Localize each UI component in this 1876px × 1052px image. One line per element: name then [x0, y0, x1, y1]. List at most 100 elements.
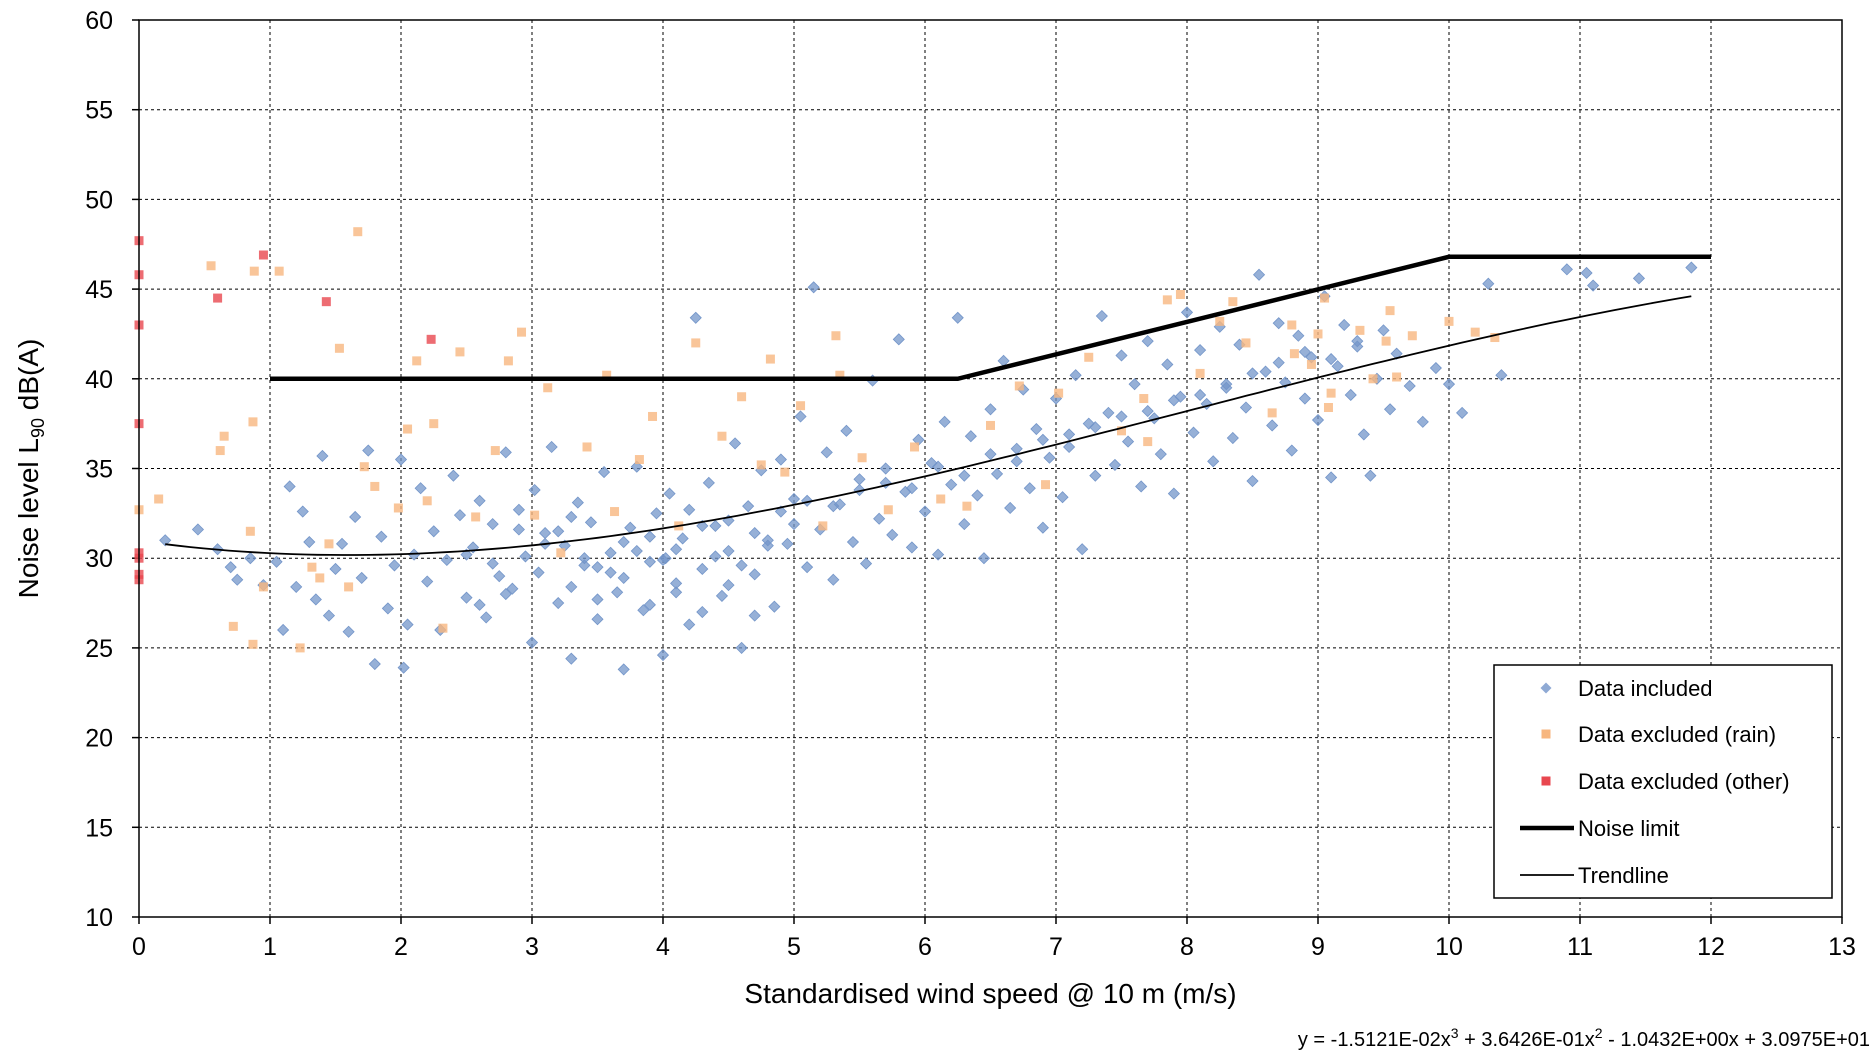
data-point: [1246, 367, 1259, 380]
data-point: [735, 559, 748, 572]
data-point: [820, 446, 833, 459]
data-point: [951, 311, 964, 324]
x-tick-label: 5: [787, 933, 801, 961]
x-tick-label: 9: [1311, 933, 1325, 961]
data-point: [1207, 455, 1220, 468]
data-point: [873, 512, 886, 525]
y-axis-ticks: 10 15 20 25 30 35 40 45 50 55 60: [85, 7, 139, 932]
data-point: [506, 582, 519, 595]
data-point: [604, 566, 617, 579]
data-point: [1187, 426, 1200, 439]
data-point: [499, 446, 512, 459]
data-point: [748, 609, 761, 622]
data-point: [1194, 344, 1207, 357]
data-point: [610, 507, 620, 517]
data-point: [1287, 320, 1297, 330]
data-point: [818, 521, 828, 531]
data-point: [329, 562, 342, 576]
data-point: [945, 478, 958, 491]
data-point: [1141, 405, 1154, 418]
data-point: [1392, 372, 1402, 382]
data-point: [886, 528, 899, 541]
data-point: [473, 598, 486, 611]
data-point: [883, 505, 893, 515]
data-point: [1292, 329, 1305, 342]
data-point: [525, 636, 539, 649]
data-point: [936, 494, 946, 504]
data-point: [1036, 521, 1049, 534]
data-point: [355, 571, 368, 584]
data-point: [1141, 335, 1154, 348]
data-point: [512, 523, 525, 536]
data-point: [1364, 469, 1377, 482]
data-point: [1685, 261, 1698, 274]
data-point: [1241, 338, 1251, 348]
data-point: [1143, 437, 1153, 447]
data-point: [517, 327, 527, 337]
data-point: [1095, 309, 1108, 323]
data-point: [1180, 306, 1194, 319]
y-tick-label: 10: [85, 904, 113, 932]
x-axis-title: Standardised wind speed @ 10 m (m/s): [744, 978, 1236, 1009]
x-tick-label: 11: [1567, 933, 1593, 961]
data-point: [1470, 327, 1480, 337]
data-point: [1194, 388, 1207, 402]
data-point: [591, 613, 604, 626]
legend-item-data-excluded-rain: Data excluded (rain): [1541, 722, 1776, 747]
data-point: [1580, 266, 1593, 280]
data-point: [735, 641, 748, 654]
data-point: [624, 521, 637, 534]
data-point: [643, 555, 656, 568]
data-point: [1320, 293, 1330, 303]
data-point: [932, 548, 945, 561]
data-point: [349, 510, 362, 524]
data-point: [1014, 381, 1024, 391]
data-point: [1381, 336, 1391, 346]
x-tick-label: 0: [132, 933, 146, 961]
data-point: [528, 483, 541, 497]
data-point: [1325, 353, 1338, 366]
data-point: [1490, 333, 1500, 343]
data-point: [1167, 394, 1180, 407]
data-point: [473, 494, 486, 507]
data-point: [486, 518, 499, 531]
legend: Data included Data excluded (rain) Data ex…: [1493, 664, 1833, 899]
data-point: [676, 532, 689, 545]
legend-item-noise-limit: Noise limit: [1520, 816, 1679, 841]
data-point: [1266, 419, 1279, 432]
data-point: [499, 588, 512, 601]
data-point: [274, 266, 284, 276]
data-point: [780, 467, 790, 477]
data-point: [1482, 277, 1495, 290]
data-point: [1407, 331, 1417, 341]
data-point: [1385, 306, 1395, 316]
data-point: [493, 570, 506, 583]
data-point: [471, 512, 481, 522]
data-point: [1195, 368, 1205, 378]
legend-label: Noise limit: [1578, 816, 1679, 841]
data-point: [1368, 374, 1378, 384]
data-point: [1063, 440, 1076, 454]
y-tick-label: 20: [85, 725, 113, 753]
data-point: [359, 462, 369, 472]
data-point: [728, 437, 742, 450]
data-point: [892, 333, 905, 346]
data-point: [879, 462, 892, 475]
data-point: [857, 453, 867, 463]
data-point: [215, 446, 225, 456]
data-point: [1416, 415, 1429, 428]
data-point: [316, 449, 329, 463]
data-point: [597, 466, 611, 479]
noise-limit-line: [270, 254, 1711, 382]
data-point: [539, 527, 552, 540]
data-point: [1351, 335, 1364, 348]
y-tick-label: 40: [85, 366, 113, 394]
data-point: [1267, 408, 1277, 418]
data-point: [853, 483, 866, 497]
legend-label: Data excluded (other): [1578, 769, 1790, 794]
data-point: [1036, 433, 1049, 446]
data-point: [1043, 451, 1056, 464]
x-tick-label: 8: [1180, 933, 1194, 961]
data-point: [368, 657, 381, 671]
data-point: [1041, 480, 1051, 490]
